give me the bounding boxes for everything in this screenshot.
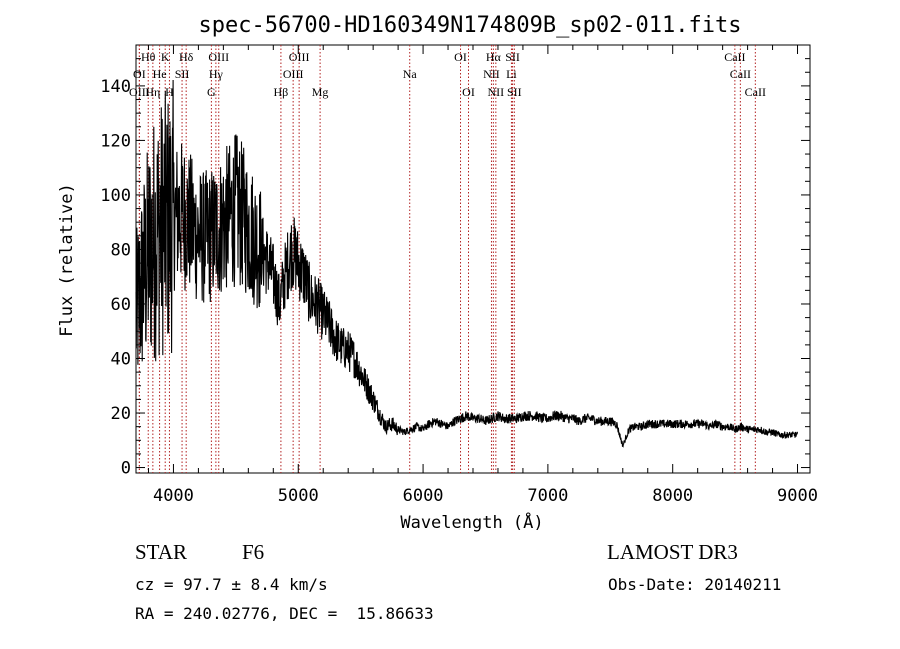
- line-label: G: [207, 85, 216, 99]
- x-tick-label: 6000: [403, 486, 444, 506]
- line-label: OIII: [208, 50, 229, 64]
- line-label: Hθ: [141, 50, 156, 64]
- obs-date: Obs-Date: 20140211: [608, 575, 782, 594]
- line-label: OI: [462, 85, 475, 99]
- line-label: SII: [507, 85, 522, 99]
- x-tick-label: 4000: [153, 486, 194, 506]
- line-label: Li: [506, 67, 517, 81]
- line-label: NII: [488, 85, 505, 99]
- line-label: Hδ: [179, 50, 194, 64]
- y-tick-label: 40: [111, 350, 131, 370]
- spectral-line-markers: [138, 45, 756, 473]
- line-label: Mg: [312, 85, 329, 99]
- axis-tick-labels: 4000 5000 6000 7000 8000 9000 0 20 40 60 80 100 120 1…: [100, 77, 818, 506]
- y-tick-label: 80: [111, 240, 131, 260]
- line-label: OIII: [289, 50, 310, 64]
- line-label: CaII: [745, 85, 766, 99]
- y-tick-label: 60: [111, 295, 131, 315]
- line-label: OIII: [129, 85, 150, 99]
- line-label: OI: [454, 50, 467, 64]
- line-label: Hα: [486, 50, 502, 64]
- line-label: Na: [403, 67, 418, 81]
- plot-frame: [135, 44, 811, 474]
- line-label: K: [161, 50, 170, 64]
- y-tick-label: 120: [100, 131, 131, 151]
- line-label: Hβ: [274, 85, 289, 99]
- object-subclass: F6: [242, 540, 265, 564]
- line-label: NII: [483, 67, 500, 81]
- line-label: H: [165, 85, 174, 99]
- x-axis-label: Wavelength (Å): [400, 511, 543, 533]
- x-tick-label: 5000: [278, 486, 319, 506]
- line-label: OI: [133, 67, 146, 81]
- line-label: He: [153, 67, 167, 81]
- line-label: SII: [175, 67, 190, 81]
- line-label: OIII: [283, 67, 304, 81]
- y-tick-label: 0: [121, 459, 131, 479]
- survey-name: LAMOST DR3: [607, 540, 738, 564]
- line-label: CaII: [730, 67, 751, 81]
- spectrum-line: [135, 79, 799, 448]
- y-axis-label: Flux (relative): [57, 183, 77, 337]
- object-class: STAR: [135, 540, 187, 564]
- y-tick-label: 140: [100, 77, 131, 97]
- line-label: SII: [505, 50, 520, 64]
- coordinates: RA = 240.02776, DEC = 15.86633: [135, 604, 434, 623]
- x-tick-label: 9000: [777, 486, 818, 506]
- y-tick-label: 20: [111, 404, 131, 424]
- line-label: Hγ: [209, 67, 224, 81]
- axis-ticks: [136, 45, 810, 473]
- line-label: Hη: [145, 85, 160, 99]
- x-tick-label: 8000: [652, 486, 693, 506]
- line-label: CaII: [724, 50, 745, 64]
- chart-title: spec-56700-HD160349N174809B_sp02-011.fit…: [198, 13, 741, 38]
- y-tick-label: 100: [100, 186, 131, 206]
- redshift-cz: cz = 97.7 ± 8.4 km/s: [135, 575, 328, 594]
- x-tick-label: 7000: [527, 486, 568, 506]
